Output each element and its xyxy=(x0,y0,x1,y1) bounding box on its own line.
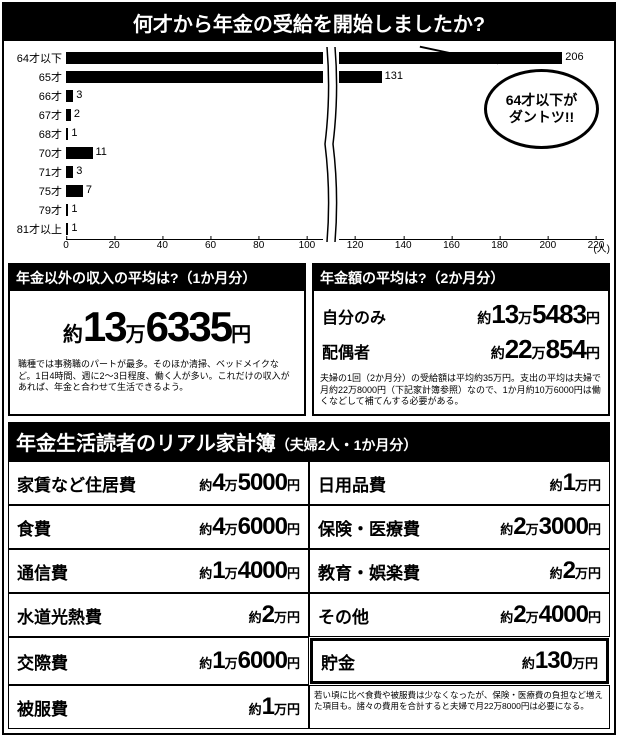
income-amount: 約13万6335円 xyxy=(16,297,298,357)
chart-category-label: 68才 xyxy=(14,126,66,142)
chart-category-label: 66才 xyxy=(14,88,66,104)
pension-row: 自分のみ 約13万5483円 xyxy=(320,297,602,332)
chart-row: 75才 7 xyxy=(14,182,604,200)
bar-value: 131 xyxy=(385,70,403,82)
budget-cell: 通信費 約1万4000円 xyxy=(8,549,309,593)
axis-tick: 20 xyxy=(109,240,120,251)
axis-tick: 60 xyxy=(205,240,216,251)
budget-table: 家賃など住居費 約4万5000円日用品費 約1万円食費 約4万6000円保険・医… xyxy=(4,461,614,733)
chart-row: 81才以上 1 xyxy=(14,220,604,238)
chart-category-label: 81才以上 xyxy=(14,221,66,237)
axis-tick: 0 xyxy=(63,240,69,251)
axis-tick: 100 xyxy=(299,240,316,251)
axis-tick: 40 xyxy=(157,240,168,251)
chart-category-label: 75才 xyxy=(14,183,66,199)
budget-cell: 家賃など住居費 約4万5000円 xyxy=(8,461,309,505)
bar-value: 3 xyxy=(76,89,82,101)
chart-category-label: 65才 xyxy=(14,69,66,85)
budget-cell: 保険・医療費 約2万3000円 xyxy=(309,505,610,549)
axis-tick: 160 xyxy=(443,240,460,251)
budget-note: 若い頃に比べ食費や被服費は少なくなったが、保険・医療費の負担など増えた項目も。諸… xyxy=(309,685,610,729)
bar-value: 7 xyxy=(86,184,92,196)
axis-tick: 180 xyxy=(491,240,508,251)
chart-category-label: 67才 xyxy=(14,107,66,123)
chart-category-label: 70才 xyxy=(14,145,66,161)
bar-value: 1 xyxy=(71,222,77,234)
chart-category-label: 79才 xyxy=(14,202,66,218)
chart-row: 71才 3 xyxy=(14,163,604,181)
pension-row: 配偶者 約22万854円 xyxy=(320,332,602,367)
budget-cell: 日用品費 約1万円 xyxy=(309,461,610,505)
income-box: 年金以外の収入の平均は?（1か月分） 約13万6335円 職種では事務職のパート… xyxy=(8,263,306,416)
budget-cell: 貯金 約130万円 xyxy=(310,638,609,684)
callout: 64才以下がダントツ!! xyxy=(484,69,599,149)
bar-value: 2 xyxy=(74,108,80,120)
axis-unit: (人) xyxy=(593,240,610,255)
chart-row: 64才以下 206 xyxy=(14,49,604,67)
chart-category-label: 71才 xyxy=(14,164,66,180)
pension-title: 年金額の平均は?（2か月分） xyxy=(314,265,608,291)
axis-tick: 140 xyxy=(395,240,412,251)
chart-category-label: 64才以下 xyxy=(14,50,66,66)
budget-cell: 教育・娯楽費 約2万円 xyxy=(309,549,610,593)
bar-value: 11 xyxy=(96,146,107,158)
pension-note: 夫婦の1回（2か月分）の受給額は平均約35万円。支出の平均は夫婦で月約22万80… xyxy=(314,373,608,414)
pension-box: 年金額の平均は?（2か月分） 自分のみ 約13万5483円配偶者 約22万854… xyxy=(312,263,610,416)
budget-cell: 被服費 約1万円 xyxy=(8,685,309,729)
income-note: 職種では事務職のパートが最多。そのほか清掃、ベッドメイクなど。1日4時間、週に2… xyxy=(16,357,298,396)
bar-chart: 64才以下 20665才 13166才 367才 268才 170才 1171才… xyxy=(4,41,614,263)
axis-tick: 80 xyxy=(253,240,264,251)
budget-cell: 水道光熱費 約2万円 xyxy=(8,593,309,637)
chart-row: 79才 1 xyxy=(14,201,604,219)
bar-value: 1 xyxy=(71,127,77,139)
bar-value: 1 xyxy=(71,203,77,215)
axis-tick: 120 xyxy=(347,240,364,251)
budget-cell: その他 約2万4000円 xyxy=(309,593,610,637)
axis-tick: 200 xyxy=(539,240,556,251)
budget-cell: 交際費 約1万6000円 xyxy=(8,637,309,685)
callout-text: 64才以下がダントツ!! xyxy=(484,69,599,149)
budget-cell: 食費 約4万6000円 xyxy=(8,505,309,549)
chart-title: 何才から年金の受給を開始しましたか? xyxy=(4,4,614,41)
budget-title: 年金生活読者のリアル家計簿（夫婦2人・1か月分） xyxy=(8,422,610,461)
bar-value: 3 xyxy=(76,165,82,177)
bar-value: 206 xyxy=(565,51,583,63)
infographic-container: 何才から年金の受給を開始しましたか? 64才以下 20665才 13166才 3… xyxy=(2,2,616,735)
income-title: 年金以外の収入の平均は?（1か月分） xyxy=(10,265,304,291)
